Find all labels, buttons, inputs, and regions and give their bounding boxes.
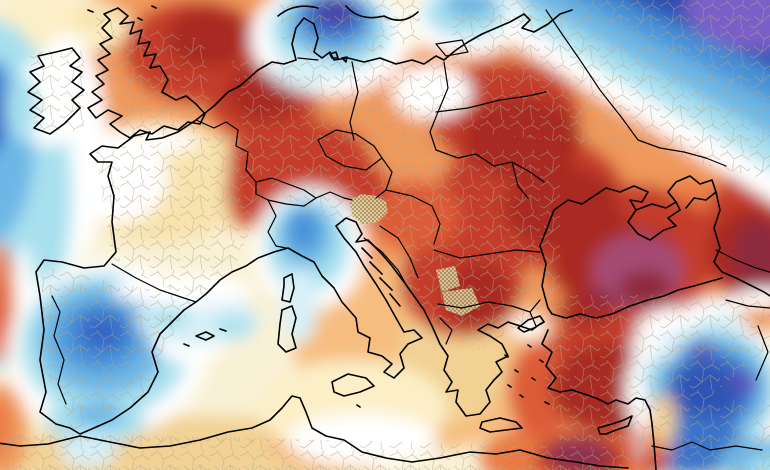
admin-texture-north-africa: [0, 432, 640, 470]
border-germany-poland: [349, 61, 359, 141]
coast-sicily: [331, 373, 375, 397]
admin-texture-britain: [96, 16, 212, 138]
anomaly-blob-maroon: [732, 218, 770, 298]
coast-black-sea-south: [551, 277, 723, 319]
border-serbia-bosnia-croatia: [363, 225, 419, 289]
coast-crimea: [627, 201, 681, 241]
country-borders: [51, 9, 770, 451]
anomaly-blob-deepOrange: [672, 180, 712, 204]
admin-texture-levant: [650, 400, 770, 470]
admin-texture-balkans: [382, 150, 560, 350]
anomaly-blob-cyan: [214, 316, 254, 336]
stipple-region-kosovo: [436, 266, 460, 292]
border-kaliningrad: [435, 39, 469, 57]
coast-corsica: [281, 273, 295, 303]
coast-crete: [479, 417, 523, 433]
admin-texture-turkey: [545, 295, 770, 445]
coast-black-sea-east: [713, 191, 770, 297]
anomaly-blob-bluePurple: [730, 371, 758, 393]
border-belarus-ukraine: [435, 91, 547, 113]
border-russia-west: [545, 9, 727, 167]
coast-jutland-baltic: [291, 9, 573, 65]
coast-danish-islands: [329, 51, 348, 63]
coast-great-britain: [87, 7, 206, 139]
admin-texture-northeast-europe: [452, 0, 770, 180]
coast-black-sea-north: [539, 185, 649, 315]
border-france-italy: [267, 199, 287, 249]
border-bulgaria-greece-turkey: [437, 299, 541, 327]
anomaly-blob-red: [628, 207, 672, 229]
border-portugal-spain: [51, 295, 67, 405]
coast-sardinia: [277, 305, 297, 353]
anomaly-blob-paleCyan: [282, 267, 318, 343]
border-denmark-germany: [297, 57, 319, 61]
coast-turkey-aegean-south: [541, 329, 657, 470]
coast-north-africa: [0, 395, 629, 469]
stipple-region-slovenia: [350, 194, 388, 224]
coast-scottish-isles: [87, 5, 157, 21]
border-romania-bulgaria: [433, 249, 541, 259]
border-switzerland: [255, 177, 317, 207]
coast-balearics: [183, 328, 227, 347]
coast-sea-of-marmara: [517, 315, 545, 333]
border-france-spain: [111, 263, 197, 303]
stippled-regions: [350, 194, 480, 316]
north-macedonia-dots: [442, 288, 480, 316]
stipple-region-north-macedonia: [442, 288, 480, 316]
coast-sweden-south: [345, 5, 419, 21]
admin-texture-iberia: [42, 266, 196, 430]
admin-texture-ireland: [30, 50, 84, 132]
coast-continental-atlantic-mediterranean: [35, 59, 545, 435]
coast-sea-of-azov: [667, 175, 717, 209]
border-ukraine-romania-moldova: [435, 149, 545, 199]
border-albania-greece: [439, 317, 453, 345]
border-caucasus: [715, 249, 770, 309]
anomaly-blob-medBlue: [0, 71, 10, 149]
border-italy-austria: [315, 191, 353, 201]
coastlines: [0, 5, 770, 470]
border-turkey-iran: [755, 325, 769, 381]
border-france-belgium-germany: [195, 119, 257, 183]
admin-texture-france: [96, 132, 262, 300]
coast-aegean-islands: [356, 344, 550, 408]
coast-cyprus: [597, 415, 633, 435]
anomaly-blob-redOrange: [0, 278, 7, 346]
anomaly-blob-blue: [288, 210, 320, 250]
border-hungary-romania-serbia: [385, 189, 441, 245]
coast-ireland: [27, 47, 85, 135]
slovenia-dots: [350, 194, 388, 224]
border-turkey-syria-iraq: [651, 441, 763, 451]
kosovo-dots: [436, 266, 460, 292]
border-austria-hungary: [375, 157, 393, 199]
coast-norway-south: [277, 5, 319, 17]
coast-croatian-islands: [361, 247, 401, 307]
